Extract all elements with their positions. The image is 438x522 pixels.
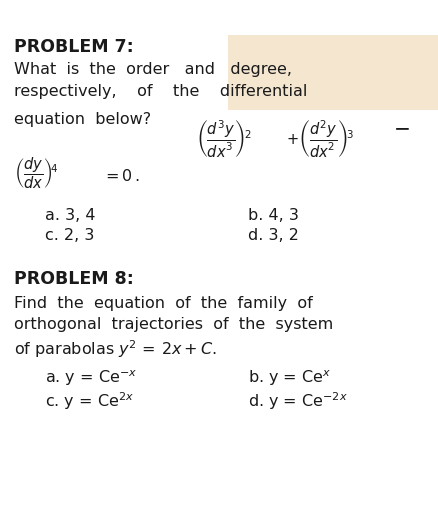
Text: b. y = Ce$^{x}$: b. y = Ce$^{x}$ <box>247 368 330 388</box>
Text: $= 0\,.$: $= 0\,.$ <box>102 168 139 184</box>
Text: orthogonal  trajectories  of  the  system: orthogonal trajectories of the system <box>14 317 332 332</box>
Text: b. 4, 3: b. 4, 3 <box>247 208 298 223</box>
Text: c. 2, 3: c. 2, 3 <box>45 228 94 243</box>
Text: $-$: $-$ <box>392 118 409 137</box>
Text: $\left(\dfrac{dy}{dx}\right)^{\!4}$: $\left(\dfrac{dy}{dx}\right)^{\!4}$ <box>14 155 59 191</box>
Text: PROBLEM 8:: PROBLEM 8: <box>14 270 134 288</box>
Text: c. y = Ce$^{2x}$: c. y = Ce$^{2x}$ <box>45 390 134 412</box>
Text: a. y = Ce$^{-x}$: a. y = Ce$^{-x}$ <box>45 368 137 388</box>
Text: equation  below?: equation below? <box>14 112 151 127</box>
Text: respectively,    of    the    differential: respectively, of the differential <box>14 84 307 99</box>
Text: Find  the  equation  of  the  family  of: Find the equation of the family of <box>14 296 312 311</box>
Text: PROBLEM 7:: PROBLEM 7: <box>14 38 134 56</box>
Text: d. y = Ce$^{-2x}$: d. y = Ce$^{-2x}$ <box>247 390 347 412</box>
Text: d. 3, 2: d. 3, 2 <box>247 228 298 243</box>
Text: of parabolas $y^2\,=\,2x + C.$: of parabolas $y^2\,=\,2x + C.$ <box>14 338 216 360</box>
Bar <box>227 35 438 110</box>
Text: a. 3, 4: a. 3, 4 <box>45 208 95 223</box>
Text: $\left(\dfrac{d^3y}{dx^3}\right)^{\!2}$: $\left(\dfrac{d^3y}{dx^3}\right)^{\!2}$ <box>195 118 251 159</box>
Text: What  is  the  order   and   degree,: What is the order and degree, <box>14 62 291 77</box>
Text: $+\left(\dfrac{d^2y}{dx^2}\right)^{\!3}$: $+\left(\dfrac{d^2y}{dx^2}\right)^{\!3}$ <box>285 118 353 159</box>
